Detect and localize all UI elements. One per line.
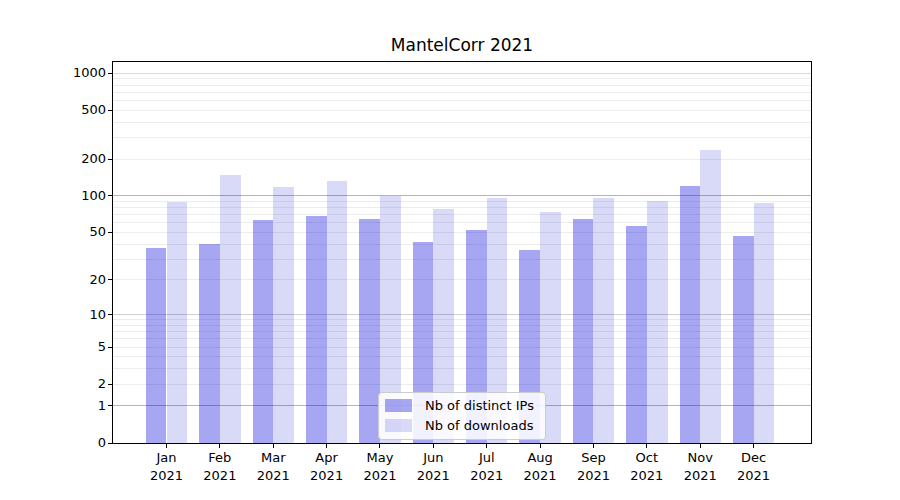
bar-nb-of-distinct-ips-mar xyxy=(253,220,274,443)
bar-nb-of-distinct-ips-jan xyxy=(146,248,167,443)
x-tick-year: 2021 xyxy=(563,467,623,485)
chart-root: MantelCorr 2021 10005002001005020105210J… xyxy=(0,0,900,500)
x-tick-month: Aug xyxy=(510,449,570,467)
x-tick-mark xyxy=(540,444,541,448)
x-tick-month: Jan xyxy=(137,449,197,467)
bar-nb-of-downloads-nov xyxy=(700,150,721,443)
axis-spine-bottom xyxy=(112,443,812,444)
x-tick-year: 2021 xyxy=(243,467,303,485)
y-tick-label: 1000 xyxy=(0,65,106,81)
x-tick-label: Feb2021 xyxy=(190,449,250,485)
gridline-minor xyxy=(113,78,811,79)
bar-nb-of-downloads-apr xyxy=(327,181,348,443)
x-tick-label: Jun2021 xyxy=(403,449,463,485)
legend: Nb of distinct IPs Nb of downloads xyxy=(378,392,546,440)
x-tick-year: 2021 xyxy=(190,467,250,485)
x-tick-mark xyxy=(273,444,274,448)
x-tick-month: Jul xyxy=(457,449,517,467)
x-tick-mark xyxy=(753,444,754,448)
x-tick-label: Jan2021 xyxy=(137,449,197,485)
bar-nb-of-downloads-jan xyxy=(167,202,188,443)
legend-swatch-downloads xyxy=(385,419,412,432)
bar-nb-of-downloads-mar xyxy=(273,187,294,443)
bar-nb-of-distinct-ips-apr xyxy=(306,216,327,443)
x-tick-year: 2021 xyxy=(617,467,677,485)
gridline-major xyxy=(113,73,811,74)
x-tick-label: Mar2021 xyxy=(243,449,303,485)
y-tick-label: 200 xyxy=(0,151,106,167)
y-tick-label: 50 xyxy=(0,224,106,240)
x-tick-mark xyxy=(166,444,167,448)
x-tick-label: Apr2021 xyxy=(297,449,357,485)
gridline-minor xyxy=(113,85,811,86)
x-tick-year: 2021 xyxy=(297,467,357,485)
legend-item-distinct-ips: Nb of distinct IPs xyxy=(385,397,537,414)
x-tick-month: Mar xyxy=(243,449,303,467)
gridline-minor xyxy=(113,92,811,93)
x-tick-mark xyxy=(379,444,380,448)
x-tick-label: Nov2021 xyxy=(670,449,730,485)
x-tick-label: May2021 xyxy=(350,449,410,485)
x-tick-mark xyxy=(219,444,220,448)
x-tick-year: 2021 xyxy=(670,467,730,485)
legend-item-downloads: Nb of downloads xyxy=(385,417,537,434)
y-tick-label: 2 xyxy=(0,376,106,392)
bar-nb-of-distinct-ips-may xyxy=(359,219,380,443)
gridline-minor xyxy=(113,100,811,101)
x-tick-mark xyxy=(593,444,594,448)
gridline-minor xyxy=(113,122,811,123)
x-tick-label: Jul2021 xyxy=(457,449,517,485)
x-tick-year: 2021 xyxy=(724,467,784,485)
bar-nb-of-downloads-dec xyxy=(754,203,775,443)
legend-label-downloads: Nb of downloads xyxy=(425,418,533,433)
x-tick-mark xyxy=(326,444,327,448)
x-tick-month: Dec xyxy=(724,449,784,467)
axis-spine-top xyxy=(112,61,812,62)
bar-nb-of-distinct-ips-oct xyxy=(626,226,647,443)
x-tick-year: 2021 xyxy=(510,467,570,485)
gridline-minor xyxy=(113,110,811,111)
y-tick-label: 5 xyxy=(0,339,106,355)
x-tick-month: Feb xyxy=(190,449,250,467)
bar-nb-of-distinct-ips-sep xyxy=(573,219,594,443)
y-tick-label: 10 xyxy=(0,307,106,323)
bar-nb-of-downloads-oct xyxy=(647,201,668,443)
legend-swatch-distinct-ips xyxy=(385,399,412,412)
y-tick-label: 20 xyxy=(0,272,106,288)
x-tick-year: 2021 xyxy=(403,467,463,485)
bar-nb-of-distinct-ips-nov xyxy=(680,186,701,443)
legend-label-distinct-ips: Nb of distinct IPs xyxy=(425,398,534,413)
y-tick-label: 0 xyxy=(0,435,106,451)
x-tick-month: Apr xyxy=(297,449,357,467)
x-tick-label: Sep2021 xyxy=(563,449,623,485)
x-tick-mark xyxy=(646,444,647,448)
x-tick-month: Oct xyxy=(617,449,677,467)
x-tick-year: 2021 xyxy=(137,467,197,485)
gridline-minor xyxy=(113,137,811,138)
x-tick-month: May xyxy=(350,449,410,467)
x-tick-year: 2021 xyxy=(457,467,517,485)
x-tick-label: Aug2021 xyxy=(510,449,570,485)
x-tick-mark xyxy=(433,444,434,448)
x-tick-mark xyxy=(700,444,701,448)
axis-spine-right xyxy=(811,61,812,444)
bar-nb-of-distinct-ips-feb xyxy=(199,244,220,443)
y-tick-label: 500 xyxy=(0,102,106,118)
bar-nb-of-downloads-feb xyxy=(220,175,241,443)
x-tick-label: Dec2021 xyxy=(724,449,784,485)
bar-nb-of-downloads-sep xyxy=(593,198,614,443)
x-tick-month: Sep xyxy=(563,449,623,467)
x-tick-month: Nov xyxy=(670,449,730,467)
x-tick-month: Jun xyxy=(403,449,463,467)
y-tick-label: 100 xyxy=(0,188,106,204)
bar-nb-of-distinct-ips-dec xyxy=(733,236,754,443)
x-tick-mark xyxy=(486,444,487,448)
axis-spine-left xyxy=(112,61,113,444)
y-tick-label: 1 xyxy=(0,398,106,414)
x-tick-label: Oct2021 xyxy=(617,449,677,485)
x-tick-year: 2021 xyxy=(350,467,410,485)
